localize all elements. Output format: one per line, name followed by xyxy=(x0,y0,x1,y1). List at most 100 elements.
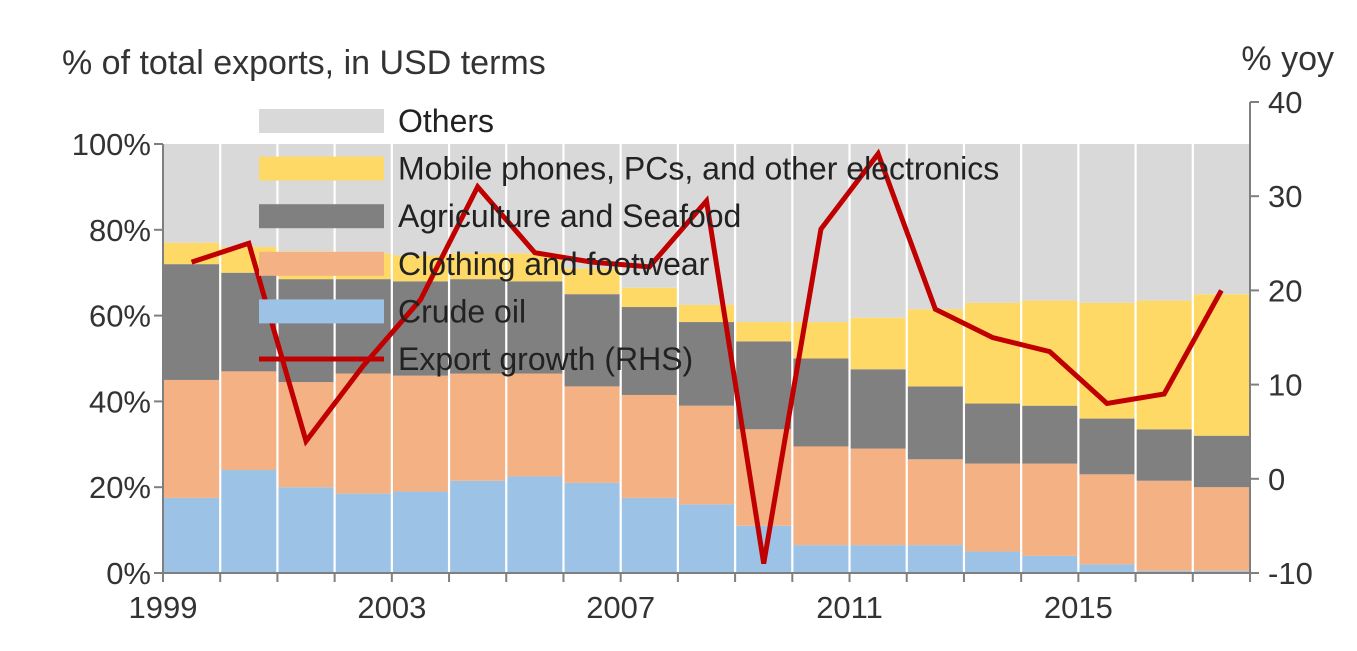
bar-crude-1999 xyxy=(163,497,221,573)
left-axis-title: % of total exports, in USD terms xyxy=(62,44,546,82)
bar-electronics-2012 xyxy=(906,309,965,387)
bar-layer xyxy=(163,144,1251,573)
bar-agri-2012 xyxy=(906,386,965,460)
left-tick-label: 60% xyxy=(89,299,151,334)
axes-layer: 0% 20% 40% 60% 80% 100% -10 0 10 20 30 40 1999 2003 20… xyxy=(72,85,1313,625)
legend-label-line: Export growth (RHS) xyxy=(398,341,693,377)
bar-crude-2004 xyxy=(449,480,507,573)
bar-clothing-2013 xyxy=(963,463,1022,552)
bar-crude-2011 xyxy=(849,545,908,573)
bar-agri-2004 xyxy=(449,279,507,374)
bar-clothing-2016 xyxy=(1135,480,1194,571)
bar-clothing-2015 xyxy=(1078,474,1137,565)
left-tick-label: 40% xyxy=(89,384,151,419)
legend-label-others: Others xyxy=(398,103,494,139)
legend-swatch-clothing xyxy=(259,251,384,276)
bar-crude-2014 xyxy=(1021,555,1079,573)
bar-crude-2015 xyxy=(1078,564,1137,573)
bar-others-2004 xyxy=(449,144,507,254)
legend: Others Mobile phones, PCs, and other elec… xyxy=(259,103,999,377)
bar-clothing-2012 xyxy=(906,459,965,546)
bar-electronics-2011 xyxy=(849,317,908,370)
right-tick-label: 40 xyxy=(1268,85,1302,120)
bar-others-2016 xyxy=(1135,144,1194,301)
bar-others-2005 xyxy=(506,144,565,254)
right-tick-label: 10 xyxy=(1268,368,1302,403)
bar-others-2014 xyxy=(1021,144,1079,301)
bar-others-2012 xyxy=(906,144,965,310)
bar-agri-2007 xyxy=(620,307,679,395)
right-tick-label: 0 xyxy=(1268,462,1285,497)
bar-crude-2002 xyxy=(334,493,393,573)
bar-agri-2011 xyxy=(849,369,908,449)
x-tick-label: 2011 xyxy=(816,590,883,625)
bar-clothing-2010 xyxy=(792,446,851,546)
bar-agri-1999 xyxy=(163,264,221,380)
right-axis-title: % yoy xyxy=(1241,40,1334,78)
x-tick-label: 2003 xyxy=(357,590,426,625)
bar-clothing-2011 xyxy=(849,448,908,546)
bar-others-2006 xyxy=(563,144,622,269)
legend-label-agri: Agriculture and Seafood xyxy=(398,198,741,234)
bar-clothing-2003 xyxy=(391,375,450,492)
export-growth-line xyxy=(190,148,1224,565)
bar-clothing-2000 xyxy=(220,371,279,471)
bar-crude-2013 xyxy=(963,551,1022,573)
bar-crude-2000 xyxy=(220,470,279,573)
legend-swatch-crude xyxy=(259,299,384,324)
legend-swatch-agri xyxy=(259,204,384,229)
bar-crude-2010 xyxy=(792,545,851,573)
bar-others-2003 xyxy=(391,144,450,256)
bar-electronics-2007 xyxy=(620,287,679,308)
bar-agri-2016 xyxy=(1135,429,1194,481)
legend-swatch-electronics xyxy=(259,156,384,181)
x-tick-label: 1999 xyxy=(129,590,198,625)
bar-agri-2017 xyxy=(1192,435,1251,488)
left-tick-label: 20% xyxy=(89,470,151,505)
right-tick-label: -10 xyxy=(1268,556,1313,591)
bar-agri-2006 xyxy=(563,294,622,387)
bar-agri-2010 xyxy=(792,358,851,447)
legend-label-clothing: Clothing and footwear xyxy=(398,246,710,282)
bar-electronics-2009 xyxy=(735,322,793,342)
bar-others-1999 xyxy=(163,144,221,243)
bar-others-2009 xyxy=(735,144,793,323)
bar-electronics-2006 xyxy=(563,268,622,295)
bar-agri-2005 xyxy=(506,281,565,374)
bar-clothing-2004 xyxy=(449,373,507,481)
bar-clothing-2014 xyxy=(1021,463,1079,556)
bar-crude-2012 xyxy=(906,545,965,573)
bar-crude-2007 xyxy=(620,497,679,573)
bar-clothing-1999 xyxy=(163,379,221,498)
bar-crude-2006 xyxy=(563,482,622,573)
legend-swatch-others xyxy=(259,109,384,133)
left-tick-label: 100% xyxy=(72,127,151,162)
bar-agri-2009 xyxy=(735,341,793,430)
x-tick-label: 2007 xyxy=(586,590,655,625)
bar-clothing-2017 xyxy=(1192,487,1251,571)
bar-others-2015 xyxy=(1078,144,1137,303)
legend-label-electronics: Mobile phones, PCs, and other electronic… xyxy=(398,151,999,187)
bar-agri-2014 xyxy=(1021,405,1079,464)
line-layer xyxy=(190,148,1224,565)
bar-crude-2003 xyxy=(391,491,450,573)
bar-crude-2001 xyxy=(277,487,336,573)
bar-agri-2013 xyxy=(963,403,1022,464)
bar-crude-2008 xyxy=(677,504,736,573)
bar-clothing-2006 xyxy=(563,386,622,483)
bar-crude-2017 xyxy=(1192,570,1251,573)
bar-crude-2016 xyxy=(1135,570,1194,573)
bar-others-2017 xyxy=(1192,144,1251,295)
bar-electronics-2016 xyxy=(1135,300,1194,430)
bar-clothing-2008 xyxy=(677,405,736,505)
right-tick-label: 30 xyxy=(1268,179,1302,214)
bar-electronics-2017 xyxy=(1192,294,1251,436)
bar-agri-2001 xyxy=(277,279,336,383)
left-tick-label: 0% xyxy=(106,556,151,591)
right-tick-label: 20 xyxy=(1268,273,1302,308)
bar-others-2011 xyxy=(849,144,908,318)
legend-label-crude: Crude oil xyxy=(398,293,526,329)
left-tick-label: 80% xyxy=(89,213,151,248)
